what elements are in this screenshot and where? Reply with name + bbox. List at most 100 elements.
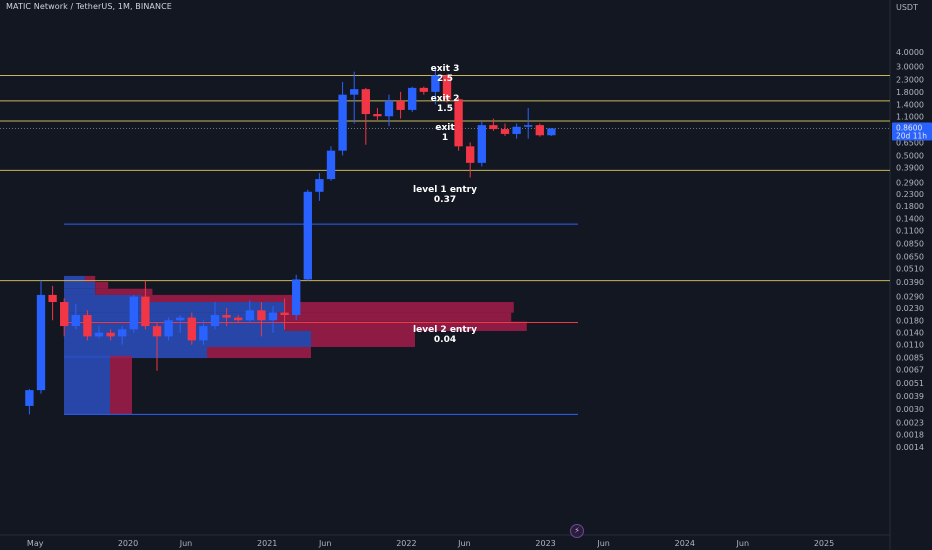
candle[interactable] [48,285,57,321]
candle[interactable] [94,326,104,339]
lightning-icon[interactable]: ⚡ [570,524,584,538]
profile-bar-down [285,321,527,331]
candle-body [176,317,185,321]
candle-body [60,302,69,327]
profile-bar-up [64,294,142,303]
candle-body [257,310,266,321]
candle[interactable] [547,127,556,136]
candle[interactable] [280,298,289,330]
time-tick-label: Jun [596,539,610,548]
time-tick-label: 2025 [814,539,834,548]
candle[interactable] [500,123,510,136]
annotation-level-1-entry: level 1 entry 0.37 [413,185,477,205]
candle[interactable] [373,107,382,121]
candle[interactable] [245,300,254,324]
profile-bar-down [110,355,132,415]
candle[interactable] [60,298,69,337]
candle-body [48,294,57,303]
candle-body [36,294,46,391]
candle[interactable] [396,91,405,119]
candle-body [396,100,405,110]
candle[interactable] [83,310,92,341]
candle[interactable] [489,118,498,131]
candle[interactable] [176,315,185,333]
candle[interactable] [303,189,312,281]
candle[interactable] [129,294,138,333]
candle-body [350,89,359,95]
candles[interactable] [25,68,556,415]
symbol-title: MATIC Network / TetherUS, 1M, BINANCE [6,2,172,11]
candle[interactable] [442,74,452,103]
candle[interactable] [419,86,428,95]
price-tick-label: 0.2300 [896,190,924,199]
candle[interactable] [106,329,115,341]
candle[interactable] [431,68,440,105]
price-tick-label: 0.0030 [896,405,924,414]
candle[interactable] [326,146,336,181]
candle[interactable] [257,302,266,337]
candle[interactable] [141,280,150,330]
profile-bar-down [95,288,153,295]
candle[interactable] [268,305,278,333]
candle-body [408,87,417,110]
candle-body [489,125,498,130]
candle[interactable] [292,274,301,321]
profile-bar-down [311,330,415,347]
profile-bar-down [95,281,109,289]
price-tick-label: 0.0180 [896,316,924,325]
profile-bar-down [285,302,514,313]
candle[interactable] [152,323,162,371]
candle[interactable] [210,302,220,330]
candle[interactable] [384,94,394,127]
candle[interactable] [512,123,521,139]
candle-body [83,315,92,337]
profile-bar-up [64,321,285,331]
candle[interactable] [338,81,347,156]
candle-body [280,312,289,316]
candle[interactable] [466,142,475,178]
currency-label: USDT [896,3,918,12]
price-tick-label: 0.2900 [896,178,924,187]
annotation-level-2-entry: level 2 entry 0.04 [413,325,477,345]
candle[interactable] [25,389,34,415]
candle-body [326,150,336,180]
candle[interactable] [315,173,324,201]
candle[interactable] [36,280,46,394]
candle-body [361,89,370,115]
candle[interactable] [477,121,486,167]
candle[interactable] [199,320,208,345]
price-tick-label: 0.0085 [896,353,924,362]
price-tick-label: 2.3000 [896,76,924,85]
candle-body [454,99,463,147]
candle-body [152,326,162,337]
time-axis[interactable]: May 2020 Jun 2021 Jun 2022 Jun 2023 Jun 2024 Jun 20… [27,539,834,548]
candle[interactable] [350,71,359,124]
candle[interactable] [71,303,80,330]
current-price-tag [892,122,932,141]
candle[interactable] [524,107,533,139]
candle-body [129,296,138,330]
time-tick-label: 2023 [535,539,555,548]
candle[interactable] [164,317,173,341]
candle[interactable] [222,308,231,327]
time-tick-label: 2021 [257,539,277,548]
price-tick-label: 1.1000 [896,112,924,121]
candle[interactable] [234,315,243,324]
candle[interactable] [187,312,196,345]
candle[interactable] [454,97,463,151]
horizontal-levels[interactable] [0,75,890,415]
candle[interactable] [535,123,544,137]
candle-body [141,296,150,327]
price-tick-label: 1.4000 [896,100,924,109]
price-tick-label: 0.0850 [896,239,924,248]
candle[interactable] [118,326,127,345]
candle-body [338,94,347,151]
candle[interactable] [361,87,370,145]
candle[interactable] [408,86,417,112]
price-axis[interactable]: USDT 4.0000 3.0000 2.3000 1.8000 1.4000 1.1000… [896,3,924,452]
price-tick-label: 0.5000 [896,151,924,160]
time-tick-label: Jun [318,539,332,548]
candle-body [535,125,544,136]
price-tick-label: 0.0039 [896,392,924,401]
